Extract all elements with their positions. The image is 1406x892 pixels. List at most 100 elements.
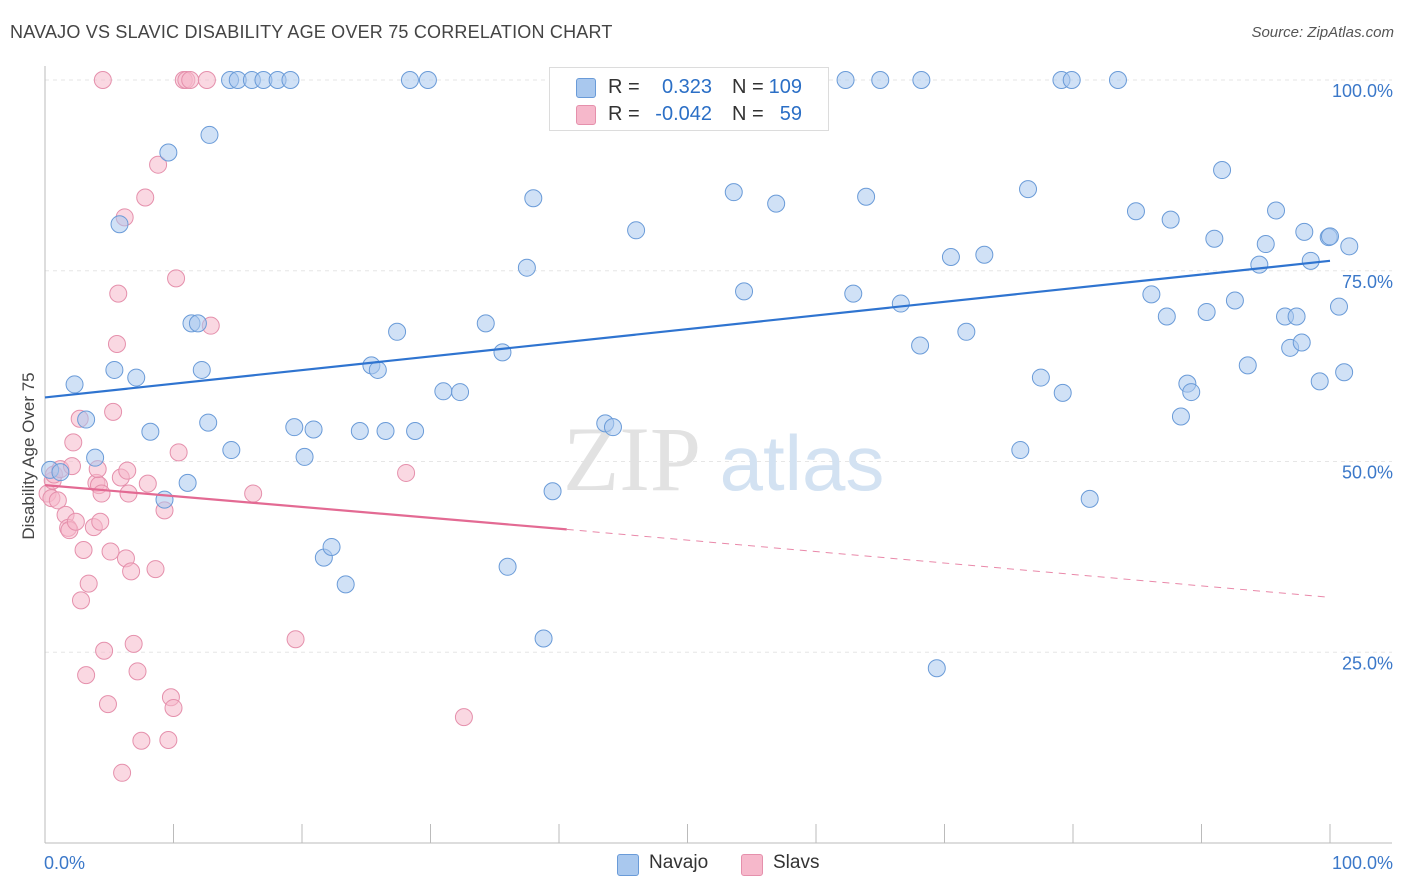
navajo-point <box>1267 201 1286 220</box>
legend-r-value: 0.323 <box>661 76 712 98</box>
navajo-point <box>1161 210 1180 229</box>
slavs-point <box>93 71 112 89</box>
navajo-point <box>1292 333 1311 352</box>
y-tick-label: 100.0% <box>1332 81 1393 101</box>
navajo-point <box>1225 291 1244 310</box>
navajo-point <box>159 143 178 162</box>
legend-r-label: R = <box>608 76 640 98</box>
legend: R = 0.323 N = 109 R = -0.042 N = 59 <box>549 67 829 131</box>
navajo-point <box>199 413 218 432</box>
slavs-point <box>74 541 93 560</box>
slavs-trend-extension <box>566 528 1331 598</box>
navajo-point <box>1310 372 1329 391</box>
slavs-point <box>169 443 188 462</box>
legend-n-label: N = <box>732 103 764 125</box>
slavs-point <box>101 542 120 561</box>
navajo-point <box>105 360 124 379</box>
navajo-point <box>304 420 323 439</box>
slavs-point <box>104 402 123 421</box>
slavs-point <box>244 484 263 503</box>
slavs-point <box>397 463 416 482</box>
navajo-point <box>1238 356 1257 375</box>
navajo-point <box>65 375 84 394</box>
slavs-point <box>79 574 98 593</box>
navajo-point <box>51 463 70 482</box>
chart-title: NAVAJO VS SLAVIC DISABILITY AGE OVER 75 … <box>10 22 613 42</box>
navajo-point <box>767 194 786 213</box>
navajo-point <box>1335 363 1354 382</box>
grid-layer <box>45 79 1392 653</box>
slavs-point <box>64 433 83 452</box>
legend-n-label: N = <box>732 76 764 98</box>
slavs-point <box>181 71 200 89</box>
navajo-point <box>368 360 387 379</box>
slavs-point <box>95 641 114 660</box>
navajo-point <box>1062 71 1081 89</box>
navajo-point <box>192 360 211 379</box>
y-tick-label: 25.0% <box>1342 653 1393 673</box>
legend-row-slavs: R = -0.042 N = 59 <box>550 101 828 129</box>
legend-r-label: R = <box>608 103 640 125</box>
slavs-point <box>197 71 216 89</box>
navajo-point <box>534 629 553 648</box>
navajo-point <box>1213 161 1232 180</box>
slavs-point <box>136 188 155 207</box>
navajo-point <box>603 418 622 437</box>
navajo-point <box>911 336 930 355</box>
navajo-point <box>927 659 946 678</box>
navajo-point <box>1080 489 1099 508</box>
navajo-point <box>1205 229 1224 248</box>
slavs-point <box>159 730 178 749</box>
slavs-point <box>98 695 117 714</box>
navajo-point <box>941 248 960 267</box>
navajo-point <box>434 382 453 401</box>
navajo-point <box>1197 302 1216 321</box>
navajo-point <box>350 421 369 440</box>
slavs-trend-line <box>44 484 567 531</box>
slavs-point <box>128 662 147 681</box>
navajo-point <box>543 482 562 501</box>
navajo-point <box>188 314 207 333</box>
navajo-point <box>406 421 425 440</box>
slavs-point <box>77 666 96 685</box>
navajo-point <box>724 183 743 202</box>
navajo-point <box>281 71 300 89</box>
slavs-point <box>149 155 168 174</box>
navajo-point <box>1126 202 1145 221</box>
slavs-point <box>132 731 151 750</box>
navajo-swatch <box>576 78 596 98</box>
slavs-point <box>113 763 132 782</box>
slavs-point <box>109 284 128 303</box>
navajo-point <box>1182 383 1201 402</box>
y-tick-label: 50.0% <box>1342 463 1393 483</box>
navajo-point <box>871 71 890 89</box>
navajo-point <box>1321 227 1339 246</box>
trend-layer <box>44 259 1331 598</box>
navajo-point <box>1329 297 1348 316</box>
axis-layer: 25.0% 50.0% 75.0% 100.0% 0.0% 100.0% <box>44 66 1393 873</box>
slavs-point <box>91 512 110 531</box>
navajo-legend-swatch <box>617 854 639 876</box>
navajo-point <box>127 368 146 387</box>
navajo-point <box>1171 407 1190 426</box>
legend-r-value: -0.042 <box>655 103 712 125</box>
navajo-point <box>141 422 160 441</box>
navajo-point <box>200 125 219 144</box>
navajo-point <box>376 421 395 440</box>
navajo-point <box>627 221 646 240</box>
navajo-point <box>285 418 304 437</box>
navajo-point <box>891 294 910 313</box>
legend-n-value: 59 <box>779 103 802 125</box>
navajo-point <box>1031 368 1050 387</box>
navajo-point <box>1250 255 1269 274</box>
navajo-point <box>1019 180 1038 199</box>
watermark-zip: ZIP <box>563 408 701 510</box>
y-tick-label: 75.0% <box>1342 272 1393 292</box>
slavs-point <box>454 708 473 727</box>
slavs-legend-swatch <box>741 854 763 876</box>
navajo-point <box>1301 251 1320 270</box>
navajo-point <box>912 71 931 89</box>
navajo-legend-label: Navajo <box>649 852 709 873</box>
x-tick-label: 0.0% <box>44 853 85 873</box>
navajo-point <box>1287 307 1306 326</box>
